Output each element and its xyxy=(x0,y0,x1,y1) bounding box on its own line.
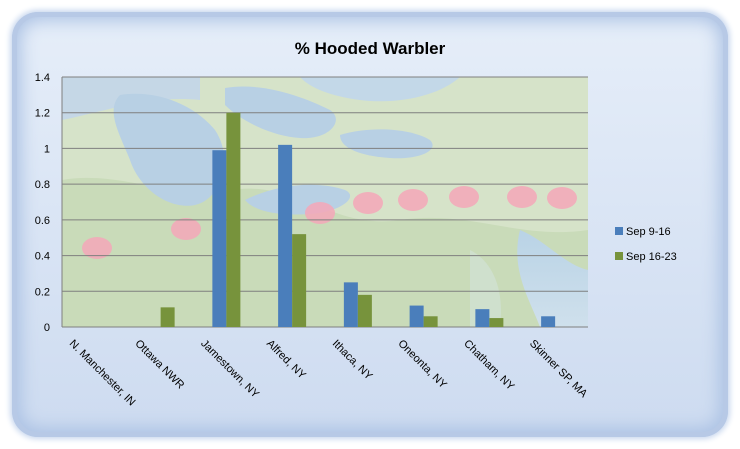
lake-ontario xyxy=(340,129,433,159)
x-tick-label: Chatham, NY xyxy=(461,338,517,394)
y-tick-label: 0.2 xyxy=(35,286,50,298)
y-tick-label: 0.8 xyxy=(35,179,50,191)
x-tick-label: Ottawa NWR xyxy=(133,338,187,392)
legend-label: Sep 16-23 xyxy=(626,251,677,263)
x-tick-label: Skinner SP, MA xyxy=(527,338,590,401)
x-tick-label: Alfred, NY xyxy=(264,338,308,382)
atlantic-ocean xyxy=(517,230,588,327)
location-marker xyxy=(82,237,112,259)
legend: Sep 9-16 Sep 16-23 xyxy=(615,226,677,263)
location-marker xyxy=(547,187,577,209)
location-marker xyxy=(398,189,428,211)
bar-sep-16-23 xyxy=(226,112,241,327)
y-tick-label: 0.6 xyxy=(35,215,50,227)
bar-sep-16-23 xyxy=(489,318,504,327)
legend-swatch xyxy=(615,252,623,260)
bar-sep-9-16 xyxy=(278,144,293,327)
location-marker xyxy=(507,186,537,208)
chart-title: % Hooded Warbler xyxy=(295,39,446,58)
y-tick-label: 0.4 xyxy=(35,251,50,263)
y-axis-ticks: 0 0.2 0.4 0.6 0.8 1 1.2 1.4 xyxy=(35,72,50,334)
bar-sep-9-16 xyxy=(212,150,227,327)
y-tick-label: 1 xyxy=(44,143,50,155)
bar-sep-9-16 xyxy=(541,316,556,327)
y-tick-label: 1.2 xyxy=(35,108,50,120)
background-map xyxy=(62,77,588,327)
location-marker xyxy=(449,186,479,208)
bar-sep-16-23 xyxy=(423,316,438,327)
location-marker xyxy=(305,202,335,224)
bar-sep-9-16 xyxy=(475,309,490,327)
lake-michigan xyxy=(113,93,225,206)
x-tick-label: Jamestown, NY xyxy=(198,338,261,401)
location-markers xyxy=(82,186,577,259)
legend-label: Sep 9-16 xyxy=(626,226,671,238)
y-tick-label: 1.4 xyxy=(35,72,50,84)
x-tick-label: Oneonta, NY xyxy=(396,338,450,392)
legend-swatch xyxy=(615,227,623,235)
y-tick-label: 0 xyxy=(44,322,50,334)
bar-sep-9-16 xyxy=(409,305,424,327)
location-marker xyxy=(353,192,383,214)
x-tick-label: Ithaca, NY xyxy=(330,338,375,383)
bar-sep-16-23 xyxy=(160,307,175,327)
x-tick-label: N. Manchester, IN xyxy=(67,338,138,409)
bar-sep-16-23 xyxy=(357,294,372,327)
location-marker xyxy=(171,218,201,240)
bar-sep-16-23 xyxy=(292,234,307,327)
bar-sep-9-16 xyxy=(343,282,358,327)
bars xyxy=(160,112,556,327)
